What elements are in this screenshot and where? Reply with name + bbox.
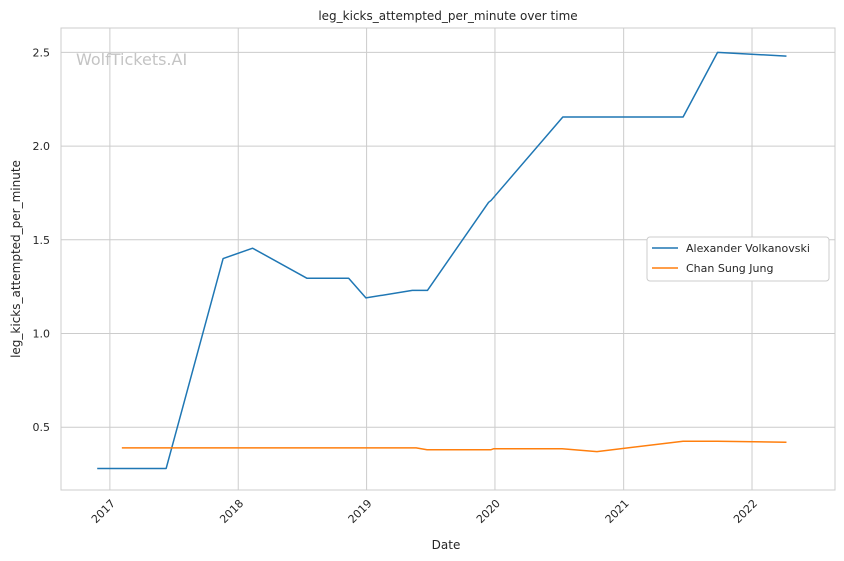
plot-frame bbox=[60, 27, 836, 491]
y-tick-label: 1.0 bbox=[33, 328, 51, 341]
plot-lines bbox=[97, 51, 787, 470]
y-tick-label: 1.5 bbox=[33, 234, 51, 247]
legend-label-series-2: Chan Sung Jung bbox=[686, 262, 773, 275]
series-line-1 bbox=[97, 51, 787, 470]
y-tick-label: 2.5 bbox=[33, 46, 51, 59]
legend-label-series-1: Alexander Volkanovski bbox=[686, 242, 810, 255]
x-axis-label: Date bbox=[432, 538, 461, 552]
legend: Alexander Volkanovski Chan Sung Jung bbox=[646, 236, 830, 282]
y-tick-label: 0.5 bbox=[33, 421, 51, 434]
chart-title: leg_kicks_attempted_per_minute over time bbox=[318, 9, 577, 23]
series-line-2 bbox=[121, 440, 787, 453]
y-tick-label: 2.0 bbox=[33, 140, 51, 153]
y-axis-ticks: 0.5 1.0 1.5 2.0 2.5 bbox=[33, 46, 51, 434]
legend-box bbox=[646, 236, 830, 282]
y-axis-label: leg_kicks_attempted_per_minute bbox=[9, 160, 23, 358]
watermark: WolfTickets.AI bbox=[76, 50, 187, 69]
